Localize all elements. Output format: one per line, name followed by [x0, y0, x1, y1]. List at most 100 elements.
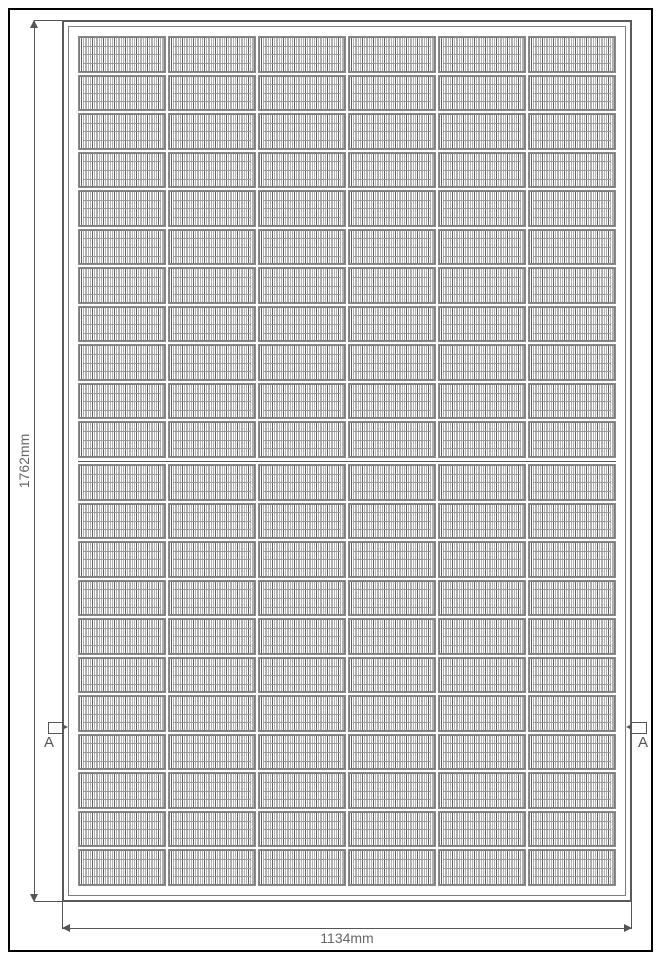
solar-cell	[438, 695, 526, 732]
solar-cell	[258, 421, 346, 458]
solar-cell	[78, 618, 166, 655]
solar-cell	[78, 344, 166, 381]
solar-cell	[348, 580, 436, 617]
solar-cell	[438, 734, 526, 771]
page: 1762mm 1134mm A A	[0, 0, 661, 960]
solar-cell	[528, 36, 616, 73]
solar-cell	[258, 734, 346, 771]
solar-cell	[528, 306, 616, 343]
solar-cell	[348, 464, 436, 501]
solar-cell	[528, 464, 616, 501]
solar-cell	[168, 464, 256, 501]
cell-row	[78, 36, 616, 73]
cell-row	[78, 383, 616, 420]
solar-cell	[168, 503, 256, 540]
cell-row	[78, 75, 616, 112]
solar-cell	[168, 190, 256, 227]
solar-cell	[168, 734, 256, 771]
solar-cell	[438, 113, 526, 150]
cell-row	[78, 190, 616, 227]
cell-row	[78, 503, 616, 540]
solar-cell	[258, 618, 346, 655]
cell-row	[78, 657, 616, 694]
solar-cell	[438, 267, 526, 304]
solar-cell	[168, 695, 256, 732]
solar-cell	[438, 657, 526, 694]
cell-row	[78, 695, 616, 732]
solar-cell	[348, 811, 436, 848]
solar-cell	[348, 503, 436, 540]
solar-cell	[258, 657, 346, 694]
solar-cell	[258, 464, 346, 501]
solar-cell	[438, 36, 526, 73]
cell-row	[78, 811, 616, 848]
solar-cell	[78, 503, 166, 540]
cell-row	[78, 541, 616, 578]
solar-cell	[528, 190, 616, 227]
solar-cell	[258, 383, 346, 420]
solar-cell	[528, 657, 616, 694]
solar-cell	[78, 695, 166, 732]
solar-cell	[528, 421, 616, 458]
solar-cell	[168, 344, 256, 381]
section-mark-left-label: A	[44, 734, 54, 751]
solar-cell	[78, 306, 166, 343]
solar-cell	[168, 113, 256, 150]
solar-cell	[258, 113, 346, 150]
solar-cell	[348, 618, 436, 655]
solar-cell	[348, 541, 436, 578]
solar-cell	[78, 75, 166, 112]
solar-cell	[348, 383, 436, 420]
solar-cell	[168, 421, 256, 458]
solar-cell	[78, 580, 166, 617]
cell-row	[78, 344, 616, 381]
section-bracket-right	[632, 722, 647, 734]
solar-cell	[258, 811, 346, 848]
solar-cell	[528, 503, 616, 540]
cell-row	[78, 772, 616, 809]
solar-cell	[438, 772, 526, 809]
panel-frame	[62, 20, 632, 902]
solar-cell	[258, 503, 346, 540]
solar-cell	[258, 772, 346, 809]
solar-cell	[168, 580, 256, 617]
solar-cell	[348, 849, 436, 886]
solar-cell	[78, 657, 166, 694]
solar-cell	[528, 152, 616, 189]
solar-cell	[528, 229, 616, 266]
cell-half	[78, 464, 616, 886]
solar-cell	[168, 657, 256, 694]
solar-cell	[528, 541, 616, 578]
solar-cell	[438, 618, 526, 655]
cell-row	[78, 229, 616, 266]
cell-row	[78, 464, 616, 501]
solar-cell	[528, 618, 616, 655]
solar-cell	[438, 306, 526, 343]
cell-row	[78, 152, 616, 189]
solar-cell	[168, 383, 256, 420]
cell-row	[78, 580, 616, 617]
solar-cell	[348, 75, 436, 112]
solar-cell	[528, 75, 616, 112]
solar-cell	[438, 811, 526, 848]
solar-cell	[168, 618, 256, 655]
solar-cell	[78, 849, 166, 886]
solar-cell	[528, 113, 616, 150]
solar-cell	[528, 580, 616, 617]
solar-cell	[168, 75, 256, 112]
solar-cell	[168, 541, 256, 578]
solar-cell	[78, 152, 166, 189]
solar-cell	[528, 267, 616, 304]
solar-cell	[348, 36, 436, 73]
solar-cell	[168, 152, 256, 189]
solar-cell	[528, 811, 616, 848]
cell-row	[78, 618, 616, 655]
solar-cell	[438, 344, 526, 381]
solar-cell	[438, 383, 526, 420]
solar-cell	[438, 75, 526, 112]
solar-cell	[168, 306, 256, 343]
cell-row	[78, 306, 616, 343]
cell-row	[78, 113, 616, 150]
solar-cell	[438, 152, 526, 189]
solar-cell	[438, 464, 526, 501]
